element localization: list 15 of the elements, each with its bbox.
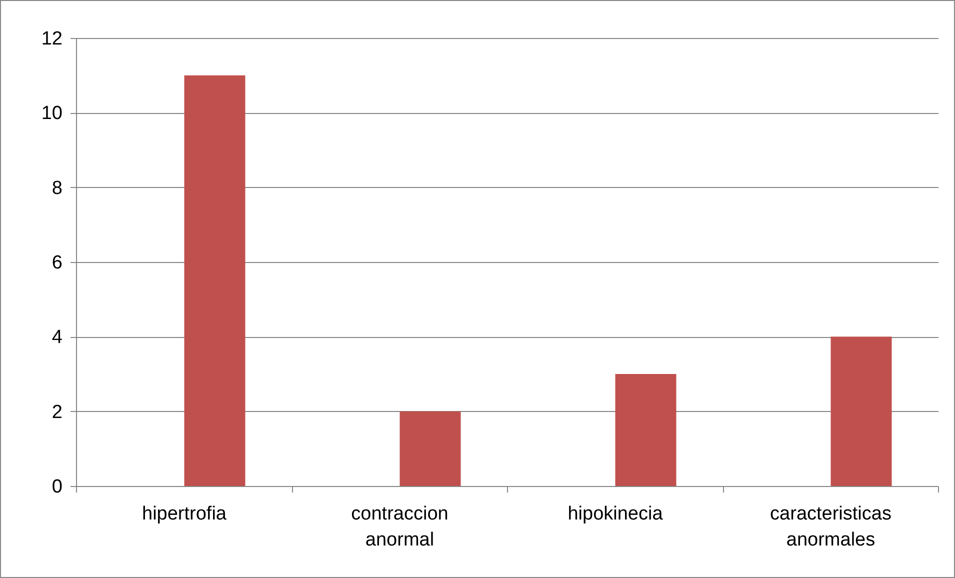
bar	[615, 374, 676, 486]
y-tick-label: 10	[41, 103, 62, 124]
x-tick-label: contraccion anormal	[351, 504, 448, 550]
y-tick-label: 0	[52, 476, 62, 498]
bar	[830, 336, 892, 486]
x-tick-label: caracteristicas anormales	[770, 504, 892, 550]
x-tick-label: hipertrofia	[142, 504, 227, 524]
bar	[400, 411, 461, 486]
y-tick-label: 8	[52, 178, 62, 199]
y-tick-label: 4	[52, 327, 63, 348]
y-tick-label: 6	[52, 252, 62, 274]
y-tick-label: 12	[41, 28, 62, 50]
x-tick-label: hipokinecia	[568, 504, 664, 524]
y-tick-label: 2	[52, 402, 62, 423]
bar	[184, 75, 246, 486]
